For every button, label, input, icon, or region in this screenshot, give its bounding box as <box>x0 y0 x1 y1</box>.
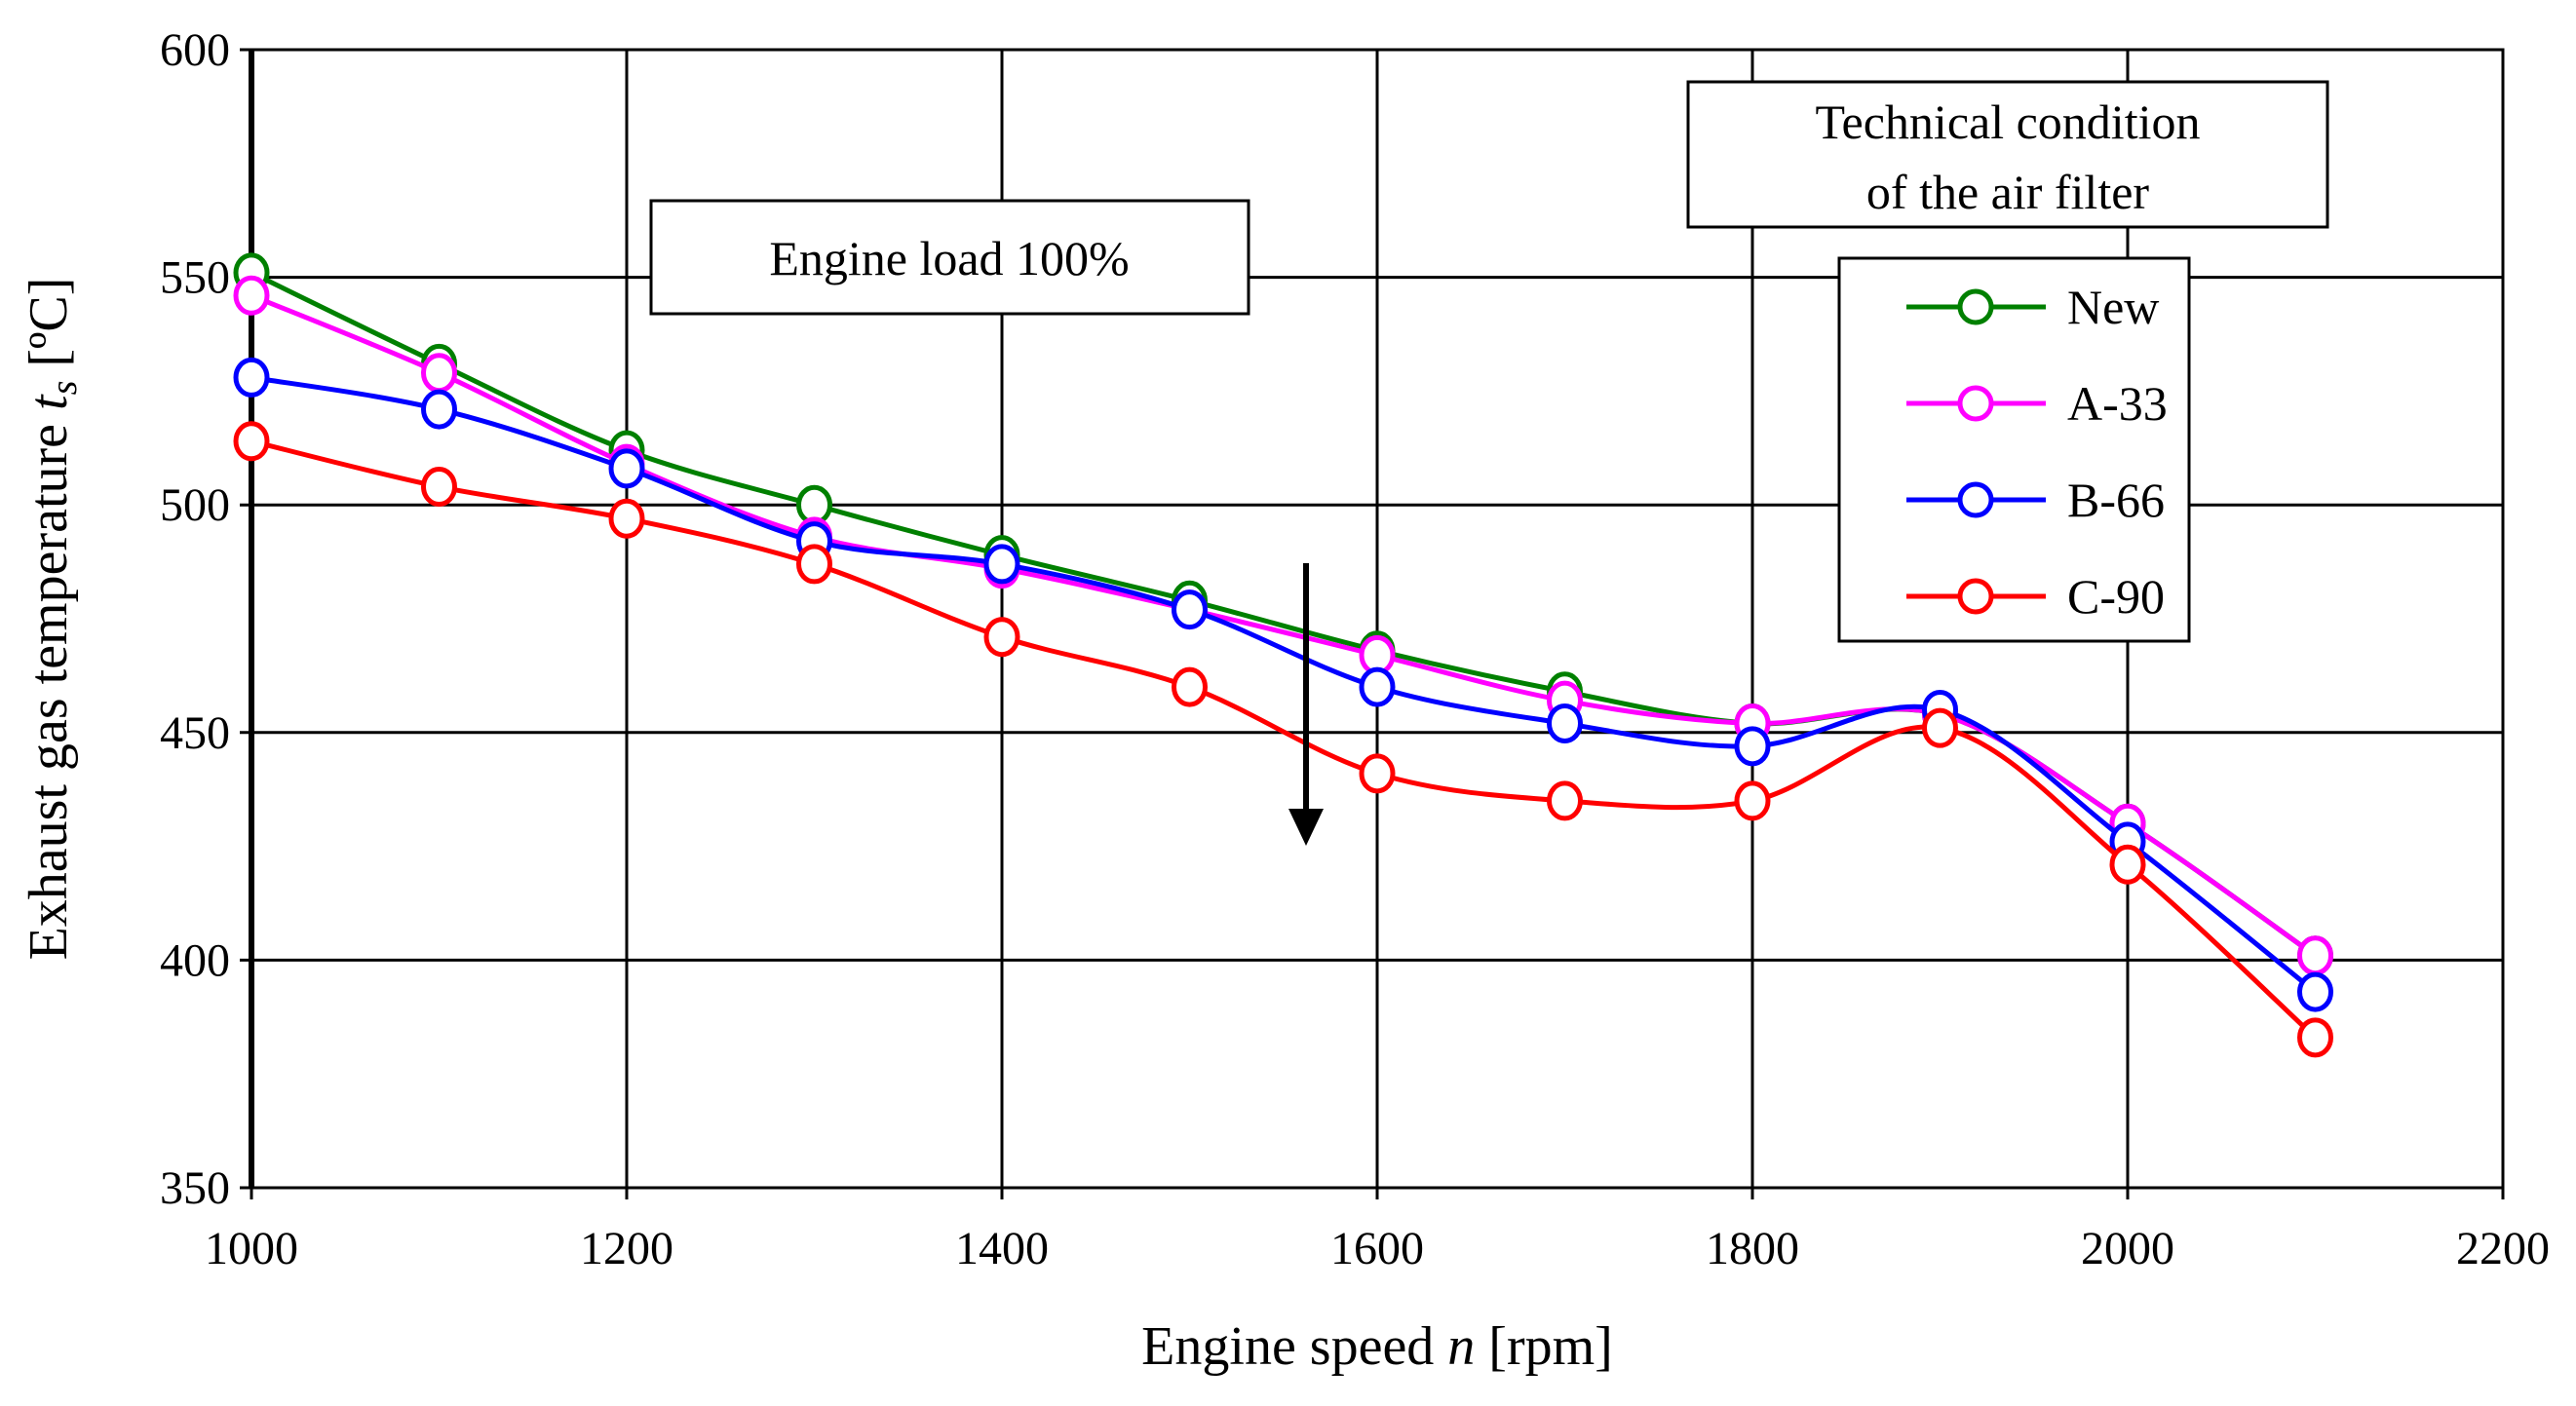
point-C-90-2000 <box>2109 844 2146 885</box>
legend-label-New: New <box>2067 280 2159 334</box>
x-tick-1600: 1600 <box>1330 1223 1424 1274</box>
y-tick-400: 400 <box>160 934 230 986</box>
point-B-66-1000 <box>233 357 270 398</box>
point-C-90-1000 <box>233 421 270 462</box>
grid <box>240 48 2505 1199</box>
x-tick-1800: 1800 <box>1706 1223 1799 1274</box>
point-A-33-2100 <box>2297 935 2333 976</box>
y-tick-450: 450 <box>160 707 230 759</box>
x-tick-labels: 1000 1200 1400 1600 1800 2000 2200 <box>205 1223 2550 1274</box>
point-C-90-2100 <box>2297 1017 2333 1058</box>
point-C-90-1100 <box>421 467 457 508</box>
point-B-66-1600 <box>1359 666 1396 707</box>
point-A-33-1100 <box>421 353 457 394</box>
decrease-arrow <box>1288 563 1324 846</box>
legend-marker-New <box>1957 288 1994 325</box>
point-C-90-1700 <box>1547 780 1583 821</box>
legend-title-line2: of the air filter <box>1866 165 2149 219</box>
legend-marker-C-90 <box>1957 578 1994 615</box>
x-tick-1400: 1400 <box>955 1223 1049 1274</box>
point-C-90-1200 <box>608 498 645 539</box>
point-C-90-1500 <box>1172 666 1208 707</box>
series-C-90 <box>233 421 2333 1058</box>
point-B-66-1200 <box>608 448 645 489</box>
x-axis-label: Engine speed n [rpm] <box>1141 1316 1613 1377</box>
y-axis-label: Exhaust gas temperature ts [ºC] <box>19 278 85 961</box>
point-B-66-1400 <box>983 544 1020 585</box>
point-C-90-1600 <box>1359 753 1396 794</box>
engine-load-label: Engine load 100% <box>769 231 1129 285</box>
x-tick-2200: 2200 <box>2456 1223 2550 1274</box>
legend-marker-A-33 <box>1957 385 1994 422</box>
y-tick-500: 500 <box>160 479 230 531</box>
point-C-90-1300 <box>796 544 832 585</box>
legend-title-line1: Technical condition <box>1816 95 2201 149</box>
legend-title-box: Technical condition of the air filter <box>1686 80 2329 229</box>
point-C-90-1400 <box>983 617 1020 658</box>
y-tick-350: 350 <box>160 1162 230 1214</box>
y-tick-550: 550 <box>160 252 230 304</box>
legend: New A-33 B-66 C-90 <box>1837 256 2191 643</box>
legend-label-C-90: C-90 <box>2067 569 2165 624</box>
y-tick-600: 600 <box>160 24 230 76</box>
point-B-66-1500 <box>1172 589 1208 630</box>
legend-marker-B-66 <box>1957 481 1994 518</box>
point-B-66-1700 <box>1547 703 1583 743</box>
point-B-66-1100 <box>421 389 457 430</box>
y-tick-labels: 350 400 450 500 550 600 <box>160 24 230 1214</box>
legend-label-A-33: A-33 <box>2067 376 2168 431</box>
point-A-33-1000 <box>233 275 270 316</box>
point-B-66-2100 <box>2297 971 2333 1012</box>
point-C-90-1900 <box>1922 707 1958 748</box>
x-tick-1200: 1200 <box>580 1223 673 1274</box>
point-C-90-1800 <box>1734 780 1771 821</box>
point-B-66-1800 <box>1734 726 1771 767</box>
legend-label-B-66: B-66 <box>2067 473 2165 527</box>
x-tick-2000: 2000 <box>2081 1223 2174 1274</box>
series-group <box>233 252 2333 1058</box>
x-tick-1000: 1000 <box>205 1223 298 1274</box>
engine-load-box: Engine load 100% <box>649 199 1250 316</box>
